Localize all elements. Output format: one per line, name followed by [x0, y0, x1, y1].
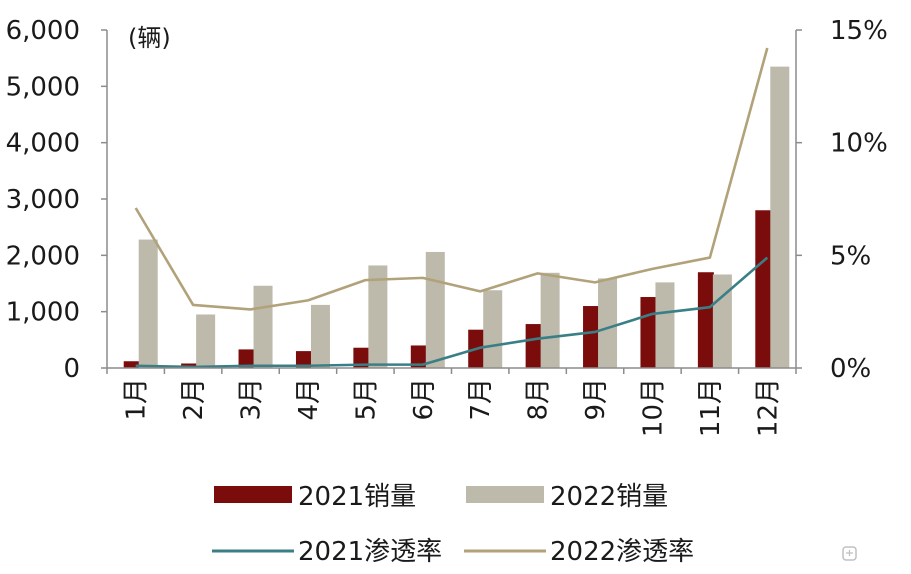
bar-2021销量-11月: [697, 272, 714, 368]
x-tick-label: 11月: [696, 378, 726, 437]
bar-2022销量-11月: [712, 274, 732, 368]
x-tick-label: 3月: [237, 378, 267, 421]
right-tick-label: 15%: [830, 16, 888, 46]
x-tick-label: 1月: [122, 378, 152, 421]
left-tick-label: 6,000: [6, 16, 80, 46]
legend-label-2021销量: 2021销量: [298, 482, 416, 512]
bar-2021销量-5月: [353, 347, 370, 368]
bar-2022销量-2月: [196, 314, 216, 368]
gelonghui-logo-icon: [842, 546, 857, 561]
left-tick-label: 1,000: [6, 298, 80, 328]
bar-2022销量-8月: [540, 272, 560, 368]
left-axis-unit-label: (辆): [128, 24, 171, 52]
left-tick-label: 4,000: [6, 129, 80, 159]
right-tick-label: 10%: [830, 129, 888, 159]
bar-2021销量-8月: [525, 324, 542, 368]
legend-label-2022销量: 2022销量: [550, 482, 668, 512]
bar-2022销量-5月: [368, 265, 388, 368]
bar-2021销量-3月: [238, 349, 255, 368]
bar-2021销量-9月: [583, 306, 600, 368]
bar-2021销量-4月: [295, 351, 312, 368]
x-tick-label: 4月: [294, 378, 324, 421]
right-tick-label: 0%: [830, 354, 871, 384]
bar-2022销量-1月: [138, 239, 158, 368]
bar-2021销量-12月: [755, 210, 772, 368]
bar-2022销量-6月: [425, 251, 445, 368]
bar-2022销量-10月: [655, 282, 675, 368]
x-tick-label: 8月: [524, 378, 554, 421]
left-tick-label: 5,000: [6, 72, 80, 102]
left-tick-label: 2,000: [6, 241, 80, 271]
axes: 0 1,000 2,000 3,000 4,000 5,000 6,000 0% 5% 10% 15…: [6, 16, 888, 437]
bar-2021销量-10月: [640, 297, 657, 368]
line-2022渗透率: [134, 47, 769, 311]
x-tick-label: 2月: [179, 378, 209, 421]
legend-label-2021渗透率: 2021渗透率: [298, 537, 442, 567]
legend-swatch-2022销量: [466, 486, 544, 503]
watermark: [842, 546, 857, 561]
left-tick-label: 0: [63, 354, 80, 384]
line-2021渗透率: [135, 256, 769, 369]
bar-2022销量-7月: [483, 290, 503, 368]
legend: 2021销量 2022销量 2021渗透率 2022渗透率: [212, 482, 694, 567]
x-tick-label: 7月: [466, 378, 496, 421]
bar-2022销量-4月: [310, 304, 330, 368]
plot-area: [123, 47, 790, 369]
right-tick-label: 5%: [830, 241, 871, 271]
x-tick-label: 6月: [409, 378, 439, 421]
bar-2022销量-9月: [598, 278, 618, 368]
bar-2021销量-1月: [123, 361, 140, 368]
legend-swatch-2021销量: [214, 486, 292, 503]
x-tick-label: 9月: [581, 378, 611, 421]
bar-2022销量-12月: [770, 66, 790, 368]
left-tick-label: 3,000: [6, 185, 80, 215]
bar-2022销量-3月: [253, 285, 273, 368]
legend-label-2022渗透率: 2022渗透率: [550, 537, 694, 567]
x-tick-label: 12月: [753, 378, 783, 437]
bar-2021销量-6月: [410, 345, 427, 368]
x-tick-label: 5月: [351, 378, 381, 421]
x-tick-label: 10月: [638, 378, 668, 437]
